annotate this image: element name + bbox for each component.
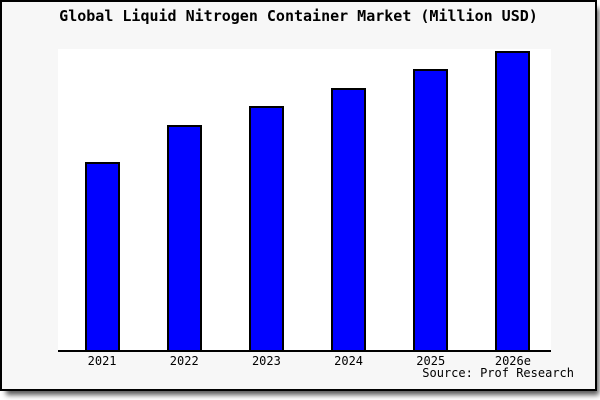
bar-2021 [84,162,120,350]
x-tick-label-2023: 2023 [251,354,281,368]
source-credit: Source: Prof Research [422,366,574,380]
bar-2024 [331,88,367,350]
bar-2022 [166,125,202,350]
x-tick-label-2021: 2021 [87,354,117,368]
x-axis-labels: 2021 2022 2023 2024 2025 2026e [58,354,551,368]
chart-title: Global Liquid Nitrogen Container Market … [59,7,538,25]
x-tick-label-2025: 2025 [416,354,446,368]
bar-2025 [413,69,449,350]
x-tick-label-2022: 2022 [169,354,199,368]
bar-2023 [248,106,284,350]
plot-area [58,49,551,352]
chart-figure: Global Liquid Nitrogen Container Market … [0,0,597,391]
x-tick-label-2024: 2024 [334,354,364,368]
x-tick-label-2026e: 2026e [494,354,531,368]
bar-2026e [495,51,531,350]
